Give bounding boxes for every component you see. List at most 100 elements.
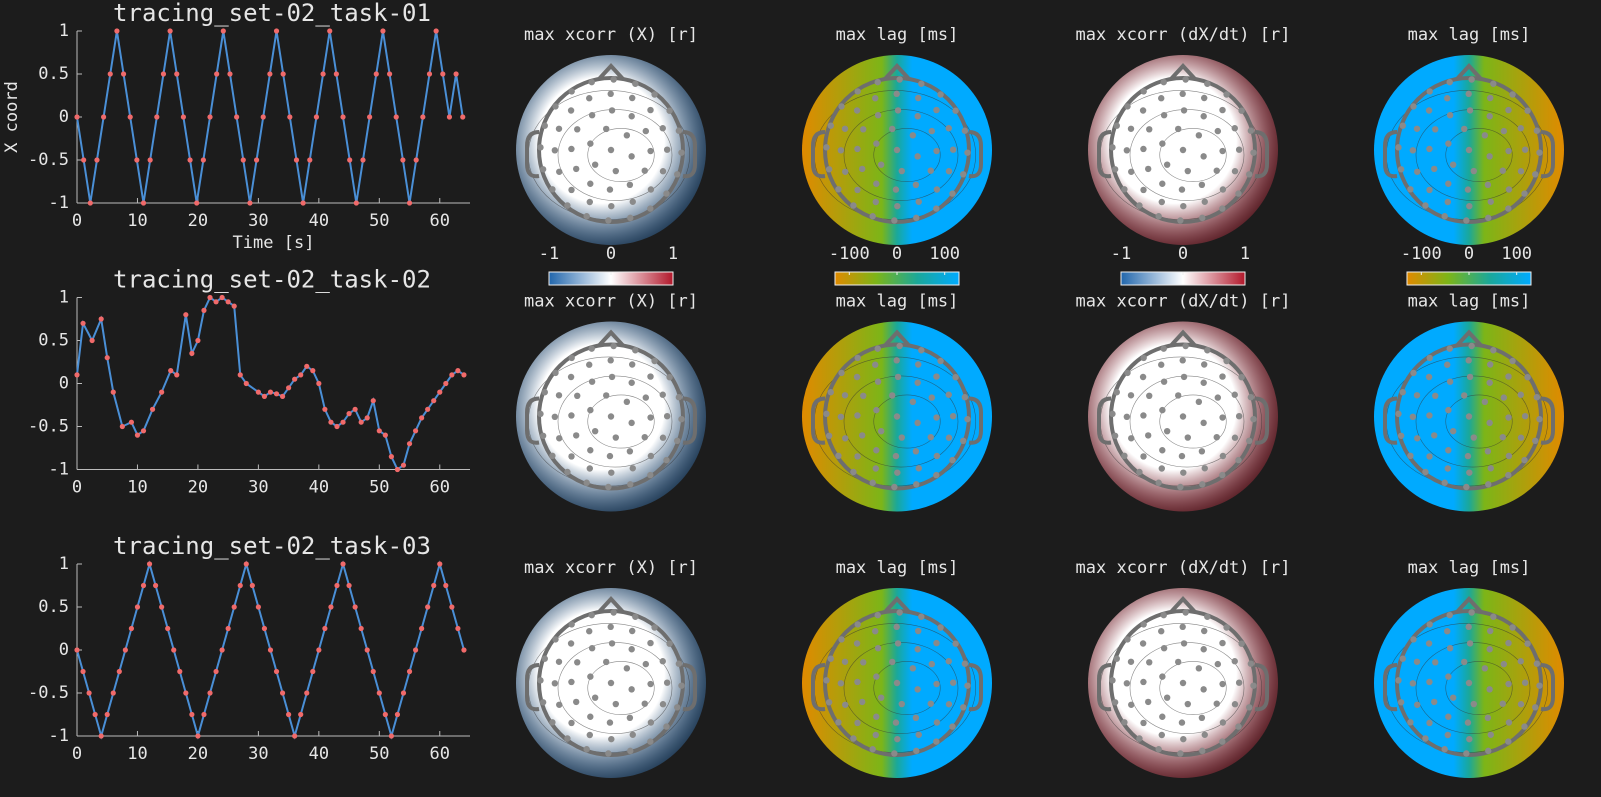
electrode: [891, 750, 898, 757]
electrode: [586, 95, 593, 102]
trace-marker: [431, 398, 437, 404]
electrode: [1444, 731, 1451, 739]
electrode: [607, 357, 614, 364]
electrode: [1397, 432, 1405, 439]
electrode: [608, 107, 616, 114]
electrode: [896, 342, 903, 350]
trace-marker: [431, 582, 437, 589]
electrode: [1470, 700, 1477, 708]
electrode: [1111, 432, 1119, 439]
colorbar-tick-label: 0: [606, 244, 616, 264]
y-tick-label: 0: [59, 107, 69, 127]
ear-right: [1540, 130, 1555, 179]
ear-left: [525, 396, 540, 445]
trace-marker: [273, 28, 280, 34]
trace-marker: [287, 114, 293, 120]
electrode: [1158, 465, 1165, 472]
electrode: [894, 735, 901, 743]
electrode: [551, 680, 559, 687]
trace-marker: [195, 337, 201, 344]
electrode: [564, 735, 571, 742]
electrode: [674, 171, 681, 178]
electrode: [1466, 640, 1474, 647]
electrode: [872, 95, 879, 102]
topoplot-title: max lag [ms]: [836, 558, 959, 578]
electrode: [1486, 113, 1493, 120]
electrode: [914, 153, 921, 160]
electrode: [927, 433, 934, 441]
ear-left: [811, 130, 826, 179]
electrode: [1430, 432, 1438, 439]
electrode: [627, 214, 634, 222]
electrode: [1179, 357, 1186, 364]
electrode: [1461, 658, 1468, 666]
trace-marker: [327, 28, 333, 34]
trace-marker: [286, 711, 292, 718]
electrode: [647, 414, 654, 421]
electrode: [964, 149, 971, 156]
electrode: [539, 699, 547, 706]
electrode: [893, 623, 900, 631]
electrode: [1223, 624, 1230, 631]
ear-right: [682, 130, 697, 179]
electrode: [1449, 427, 1457, 435]
electrode: [608, 469, 615, 476]
electrode: [586, 731, 593, 739]
electrode: [1163, 161, 1171, 168]
electrode: [607, 623, 614, 631]
electrode: [915, 198, 922, 205]
electrode: [588, 378, 596, 385]
electrode: [964, 682, 971, 689]
topoplot-title: max lag [ms]: [1408, 558, 1531, 578]
topoplot-title: max xcorr (dX/dt) [r]: [1076, 292, 1291, 312]
electrode: [629, 198, 636, 205]
electrode: [909, 398, 917, 406]
electrode: [1409, 680, 1417, 687]
trace-marker: [255, 604, 261, 610]
electrode: [854, 186, 861, 194]
trace-marker: [370, 398, 376, 404]
x-tick-label: 60: [430, 744, 450, 764]
trace-marker: [128, 419, 135, 425]
electrode: [663, 723, 670, 730]
trace-marker: [333, 71, 339, 77]
x-tick-label: 10: [127, 211, 147, 231]
electrode: [1180, 735, 1187, 743]
electrode: [1426, 621, 1433, 628]
electrode: [1123, 413, 1131, 421]
electrode: [541, 122, 548, 129]
electrode: [1179, 679, 1187, 687]
electrode: [1465, 357, 1472, 364]
trace-marker: [107, 71, 113, 77]
electrode: [603, 392, 610, 399]
electrode: [896, 609, 903, 616]
electrode: [853, 107, 861, 114]
electrode: [872, 361, 879, 368]
electrode: [1397, 699, 1405, 706]
y-tick-label: 0.5: [38, 64, 69, 84]
electrode: [568, 678, 575, 686]
electrode: [914, 646, 921, 653]
electrode: [1238, 107, 1245, 114]
electrode: [915, 731, 922, 738]
electrode: [928, 394, 936, 401]
electrode: [1536, 149, 1543, 156]
electrode: [1445, 447, 1452, 454]
electrode: [854, 719, 861, 727]
electrode: [1160, 111, 1168, 119]
trace-marker: [310, 368, 316, 374]
electrode: [1195, 398, 1203, 406]
electrode: [549, 186, 556, 193]
electrode: [964, 415, 971, 423]
electrode: [627, 747, 634, 755]
electrode: [912, 448, 920, 455]
electrode: [574, 126, 581, 133]
electrode: [1140, 678, 1147, 686]
electrode: [1505, 373, 1512, 380]
trace-marker: [400, 690, 407, 696]
electrode: [1426, 719, 1433, 727]
electrode: [1246, 704, 1253, 711]
electrode: [610, 76, 617, 83]
electrode: [1121, 452, 1128, 460]
y-tick-label: 0.5: [38, 597, 69, 617]
